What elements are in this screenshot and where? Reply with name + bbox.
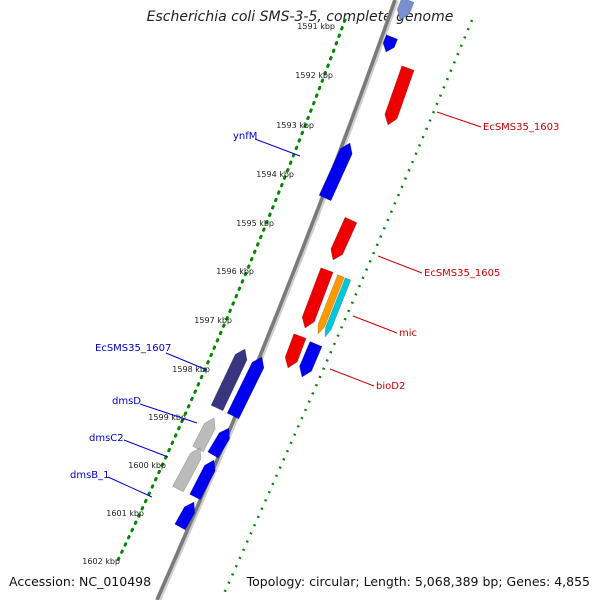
gene-label: mic — [399, 328, 417, 339]
reverse-gene-arrow — [324, 277, 352, 338]
tick-label: 1598 kbp — [172, 365, 210, 374]
gene-label: dmsD — [112, 396, 141, 407]
gene-label-leader — [352, 315, 398, 334]
forward-gene-arrow — [318, 142, 353, 202]
map-title: Escherichia coli SMS-3-5, complete genom… — [146, 9, 454, 25]
gene-label: EcSMS35_1603 — [483, 122, 559, 133]
forward-gene-arrow — [174, 501, 196, 531]
forward-gene-arrow — [172, 447, 202, 493]
outer-tick-ring — [220, 19, 474, 599]
tick-label: 1592 kbp — [295, 71, 333, 80]
tick-label: 1601 kbp — [106, 509, 144, 518]
tick-label: 1597 kbp — [194, 316, 232, 325]
reverse-gene-arrow — [284, 333, 307, 369]
tick-label: 1593 kbp — [276, 121, 314, 130]
forward-gene-arrow — [396, 0, 415, 21]
tick-label: 1595 kbp — [236, 219, 274, 228]
gene-label-leader — [436, 111, 482, 128]
gene-label: dmsC2 — [89, 433, 124, 444]
topology-summary: Topology: circular; Length: 5,068,389 bp… — [246, 574, 590, 589]
tick-label: 1594 kbp — [256, 170, 294, 179]
forward-gene-arrow — [382, 34, 398, 53]
tick-label: 1600 kbp — [128, 461, 166, 470]
gene-label: EcSMS35_1607 — [95, 343, 171, 354]
gene-label-leader — [329, 368, 375, 387]
reverse-gene-arrow — [301, 267, 334, 329]
gene-label: dmsB_1 — [70, 470, 110, 481]
reverse-gene-arrow — [330, 216, 358, 261]
gene-label-leader — [254, 138, 301, 157]
tick-label: 1602 kbp — [82, 557, 120, 566]
gene-label-leader — [123, 439, 169, 458]
tick-label: 1596 kbp — [216, 267, 254, 276]
gene-label: EcSMS35_1605 — [424, 268, 500, 279]
forward-gene-arrow — [210, 348, 248, 412]
forward-gene-arrow — [192, 417, 216, 453]
tick-label: 1599 kbp — [148, 413, 186, 422]
forward-gene-arrow — [207, 427, 230, 459]
forward-gene-arrow — [189, 459, 216, 501]
tick-label: 1591 kbp — [297, 22, 335, 31]
reverse-gene-arrow — [384, 65, 415, 126]
gene-label-leader — [165, 352, 208, 371]
gene-label: ynfM — [233, 131, 257, 142]
genome-backbone — [155, 0, 397, 600]
gene-label-leader — [377, 255, 423, 274]
reverse-gene-arrow — [317, 274, 345, 335]
reverse-gene-arrow — [299, 341, 323, 378]
gene-label-leader — [139, 403, 198, 424]
forward-gene-arrow — [226, 356, 265, 420]
inner-tick-ring — [116, 18, 347, 562]
gene-label-leader — [107, 476, 153, 498]
gene-label: bioD2 — [376, 381, 405, 392]
accession-label: Accession: NC_010498 — [9, 574, 152, 589]
